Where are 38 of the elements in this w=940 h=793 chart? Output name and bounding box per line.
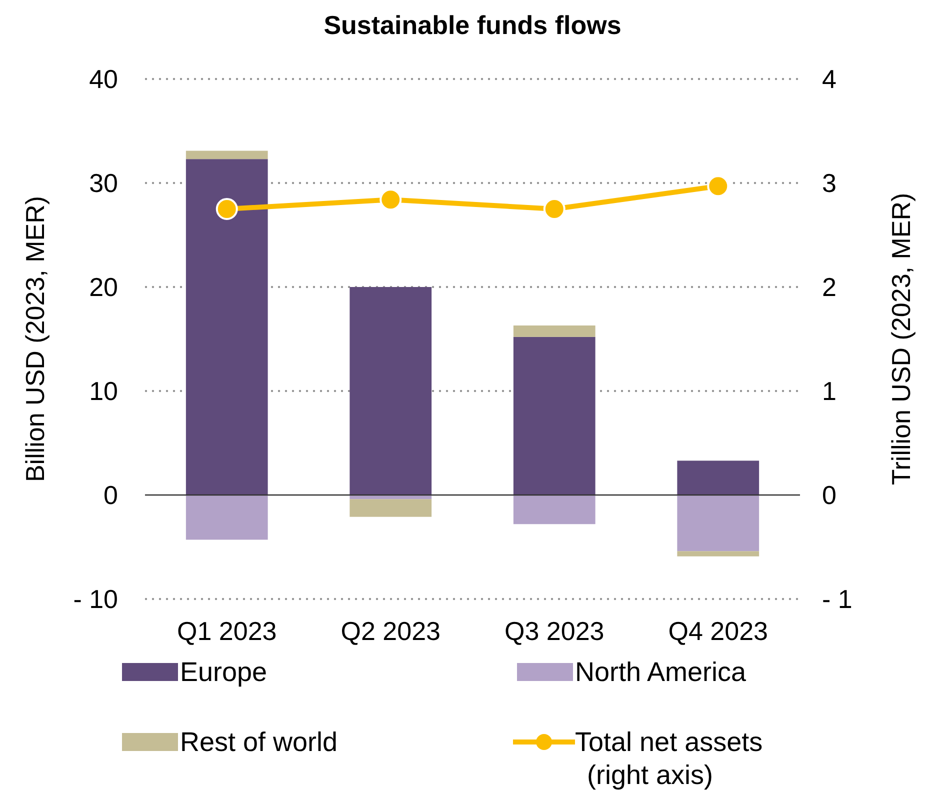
y2-tick-label: 0 [822, 480, 836, 510]
x-tick-label: Q2 2023 [340, 616, 440, 646]
bar [350, 287, 432, 495]
y2-tick-label: 4 [822, 64, 836, 94]
chart-title: Sustainable funds flows [324, 10, 622, 40]
point [543, 198, 566, 220]
legend-label: Europe [180, 657, 268, 687]
legend-label: Rest of world [180, 727, 338, 757]
x-tick-label: Q4 2023 [668, 616, 768, 646]
y-tick-label: 10 [89, 376, 118, 406]
bar [186, 150, 268, 160]
legend-label: Total net assets (right axis) [575, 727, 763, 790]
point [707, 175, 730, 198]
y-tick-label: 30 [89, 168, 118, 198]
x-tick-label: Q3 2023 [504, 616, 604, 646]
y-tick-label: - 10 [73, 584, 118, 614]
y2-axis-title: Trillion USD (2023, MER) [886, 192, 916, 486]
bar [677, 551, 760, 556]
bar [186, 159, 268, 495]
bar [513, 325, 596, 337]
point [216, 198, 238, 220]
x-tick-label: Q1 2023 [177, 616, 277, 646]
y-axis-title: Billion USD (2023, MER) [20, 196, 50, 482]
bar [513, 336, 596, 495]
y-tick-label: 20 [89, 272, 118, 302]
legend-label: North America [575, 657, 748, 687]
point [380, 188, 402, 211]
y-tick-label: 40 [89, 64, 118, 94]
bar [677, 460, 760, 495]
y2-tick-label: 2 [822, 272, 836, 302]
bar [186, 495, 268, 540]
y-tick-label: 0 [104, 480, 118, 510]
y2-tick-label: 1 [822, 376, 836, 406]
y2-tick-label: 3 [822, 168, 836, 198]
bar [350, 499, 432, 517]
bar [513, 495, 596, 524]
bar [677, 495, 760, 552]
y2-tick-label: - 1 [822, 584, 852, 614]
